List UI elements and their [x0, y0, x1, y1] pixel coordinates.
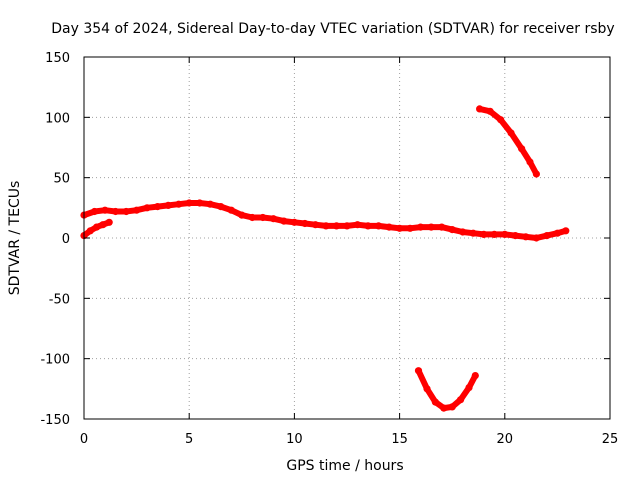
data-point — [185, 199, 193, 207]
data-point — [476, 105, 484, 113]
data-point — [532, 234, 541, 242]
data-point — [269, 215, 277, 223]
data-point — [457, 396, 465, 404]
data-point — [164, 201, 172, 209]
data-point — [105, 218, 113, 226]
data-point — [217, 203, 225, 211]
data-point — [497, 116, 505, 124]
data-point — [427, 223, 435, 231]
y-tick-label: 150 — [45, 51, 70, 66]
data-point — [465, 384, 473, 392]
data-point — [501, 230, 509, 238]
data-point — [343, 222, 351, 230]
data-point — [227, 206, 235, 214]
data-point — [511, 232, 519, 240]
data-point — [206, 200, 214, 208]
data-point — [86, 227, 94, 235]
data-point — [562, 227, 570, 235]
y-tick-label: -50 — [49, 292, 70, 307]
data-point — [448, 403, 456, 411]
data-point — [417, 223, 425, 231]
data-point — [414, 367, 423, 375]
data-point — [259, 213, 267, 222]
x-tick-label: 0 — [80, 432, 88, 447]
data-point — [101, 206, 109, 214]
data-series — [80, 105, 570, 412]
grid — [84, 57, 610, 419]
data-point — [448, 226, 456, 234]
data-point — [175, 200, 183, 208]
y-tick-label: 100 — [45, 111, 70, 126]
data-point — [490, 230, 498, 238]
data-point — [353, 221, 362, 229]
y-tick-label: -100 — [40, 353, 70, 368]
data-point — [122, 207, 130, 216]
data-point — [440, 404, 448, 412]
chart-title: Day 354 of 2024, Sidereal Day-to-day VTE… — [51, 21, 614, 37]
data-point — [526, 158, 534, 166]
data-point — [423, 385, 431, 393]
data-point — [248, 213, 256, 222]
data-point — [311, 221, 319, 229]
data-point — [385, 223, 393, 231]
data-point — [99, 221, 107, 229]
y-tick-label: 50 — [53, 172, 70, 187]
data-point — [90, 207, 99, 216]
data-point — [438, 223, 446, 231]
x-tick-label: 15 — [391, 432, 408, 447]
data-point — [486, 107, 494, 115]
x-tick-label: 10 — [286, 432, 303, 447]
data-point — [471, 372, 479, 380]
data-point — [431, 398, 439, 406]
y-tick-label: -150 — [40, 413, 70, 428]
x-tick-label: 20 — [497, 432, 514, 447]
x-tick-label: 25 — [602, 432, 619, 447]
data-point — [532, 170, 541, 178]
axis-ticks: 0 5 10 15 20 25 -150 -100 -50 0 50 100 150 — [40, 51, 618, 447]
data-point — [280, 217, 288, 225]
data-point — [553, 229, 562, 237]
data-point — [406, 224, 414, 232]
data-point — [543, 232, 551, 240]
data-point — [322, 222, 330, 230]
data-point — [93, 223, 101, 231]
data-point — [196, 199, 204, 207]
y-tick-label: 0 — [62, 232, 70, 247]
data-point — [507, 129, 515, 137]
data-point — [332, 222, 341, 230]
data-point — [469, 229, 477, 237]
data-point — [364, 222, 372, 230]
data-point — [154, 203, 162, 211]
data-point — [143, 204, 151, 212]
data-point — [112, 207, 120, 216]
data-point — [301, 219, 309, 228]
y-axis-label: SDTVAR / TECUs — [7, 181, 23, 296]
data-point — [133, 206, 141, 214]
data-point — [396, 224, 404, 232]
data-point — [480, 230, 488, 238]
data-point — [290, 218, 298, 226]
x-tick-label: 5 — [185, 432, 193, 447]
data-point — [459, 228, 467, 236]
data-point — [238, 211, 246, 219]
data-point — [518, 145, 526, 153]
data-point — [375, 222, 383, 230]
x-axis-label: GPS time / hours — [286, 458, 403, 474]
data-point — [522, 233, 530, 241]
